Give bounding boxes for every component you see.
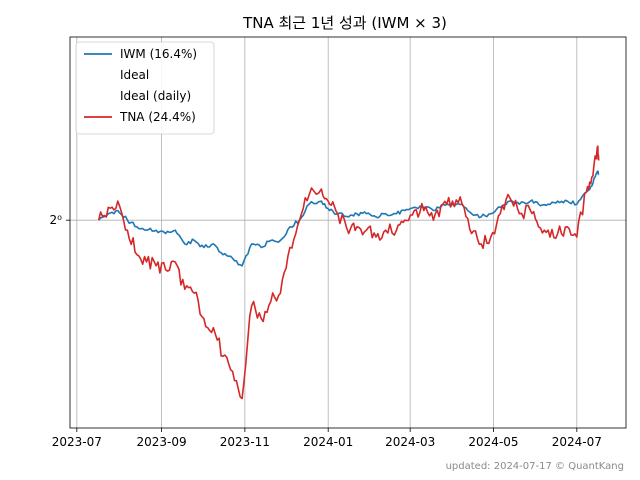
legend-entry-label: IWM (16.4%) — [120, 47, 197, 61]
series-layer — [97, 145, 600, 400]
x-tick-label: 2024-05 — [468, 435, 518, 449]
x-tick-label: 2023-07 — [52, 435, 102, 449]
x-tick-label: 2023-11 — [220, 435, 270, 449]
x-tick-label: 2024-03 — [385, 435, 435, 449]
series-line-tna — [97, 145, 600, 400]
series-line-iwm — [98, 170, 600, 267]
legend-entry-label: Ideal (daily) — [120, 89, 191, 103]
footer-updated-note: updated: 2024-07-17 © QuantKang — [446, 461, 624, 472]
legend-box — [75, 41, 215, 135]
legend: IWM (16.4%) Ideal Ideal (daily) TNA (24.4%) — [75, 41, 215, 135]
legend-entry-label: Ideal — [120, 68, 149, 82]
x-tick-label: 2023-09 — [136, 435, 186, 449]
plot-frame — [69, 36, 627, 429]
y-tick-label: 2⁰ — [50, 213, 63, 227]
axes-layer: 2023-07 2023-09 2023-11 2024-01 2024-03 2024-… — [50, 36, 627, 449]
x-tick-label: 2024-07 — [552, 435, 602, 449]
x-tick-label: 2024-01 — [303, 435, 353, 449]
legend-entry-label: TNA (24.4%) — [119, 110, 196, 124]
chart-title: TNA 최근 1년 성과 (IWM × 3) — [242, 14, 447, 32]
